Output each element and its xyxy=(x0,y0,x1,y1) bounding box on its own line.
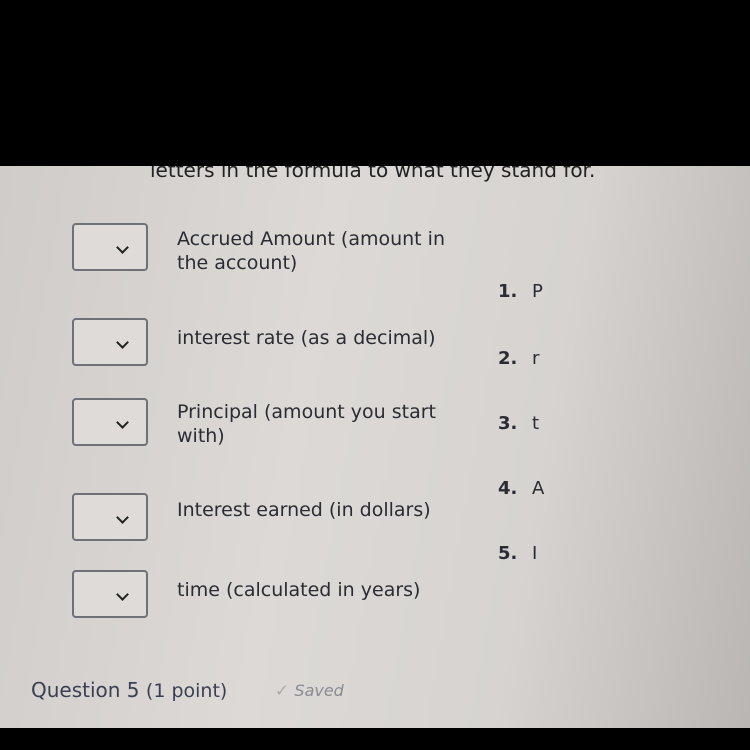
chevron-down-icon xyxy=(116,336,129,349)
question-instructions: letters in the formula to what they stan… xyxy=(150,166,596,182)
option-item: 1. P xyxy=(498,281,543,302)
quiz-page: letters in the formula to what they stan… xyxy=(0,166,750,728)
question-5-header: Question 5 (1 point) xyxy=(31,678,227,702)
chevron-down-icon xyxy=(116,416,129,429)
check-icon: ✓ xyxy=(275,681,289,700)
answer-dropdown-2[interactable] xyxy=(72,318,148,366)
chevron-down-icon xyxy=(116,511,129,524)
answer-dropdown-3[interactable] xyxy=(72,398,148,446)
chevron-down-icon xyxy=(116,588,129,601)
option-item: 2. r xyxy=(498,348,539,369)
option-number: 2. xyxy=(498,348,518,369)
term-label: Interest earned (in dollars) xyxy=(177,499,431,521)
option-number: 3. xyxy=(498,413,518,434)
question-points: (1 point) xyxy=(145,680,228,702)
option-letter: r xyxy=(532,348,540,369)
option-item: 3. t xyxy=(498,413,539,434)
answer-dropdown-5[interactable] xyxy=(72,570,148,618)
term-label: Accrued Amount (amount in the account) xyxy=(177,228,445,274)
saved-label: Saved xyxy=(294,681,344,700)
saved-status: ✓ Saved xyxy=(275,681,344,700)
answer-dropdown-4[interactable] xyxy=(72,493,148,541)
term-label: Principal (amount you start with) xyxy=(177,401,436,447)
option-number: 1. xyxy=(498,281,518,302)
question-title: Question 5 xyxy=(31,678,140,702)
chevron-down-icon xyxy=(116,241,129,254)
option-item: 5. I xyxy=(498,543,537,564)
term-label: interest rate (as a decimal) xyxy=(177,327,436,349)
option-letter: A xyxy=(532,478,545,499)
option-letter: I xyxy=(532,543,538,564)
answer-dropdown-1[interactable] xyxy=(72,223,148,271)
option-number: 5. xyxy=(498,543,518,564)
term-label: time (calculated in years) xyxy=(177,579,421,601)
option-item: 4. A xyxy=(498,478,544,499)
option-letter: P xyxy=(532,281,543,302)
option-letter: t xyxy=(532,413,540,434)
option-number: 4. xyxy=(498,478,518,499)
